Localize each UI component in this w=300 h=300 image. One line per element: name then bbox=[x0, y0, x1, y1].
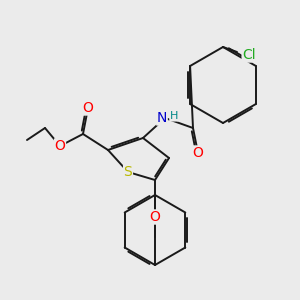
Text: H: H bbox=[170, 111, 178, 121]
Text: S: S bbox=[124, 165, 132, 179]
Text: O: O bbox=[82, 101, 93, 115]
Text: N: N bbox=[157, 111, 167, 125]
Text: O: O bbox=[193, 146, 203, 160]
Text: O: O bbox=[150, 210, 160, 224]
Text: O: O bbox=[55, 139, 65, 153]
Text: Cl: Cl bbox=[242, 48, 256, 62]
